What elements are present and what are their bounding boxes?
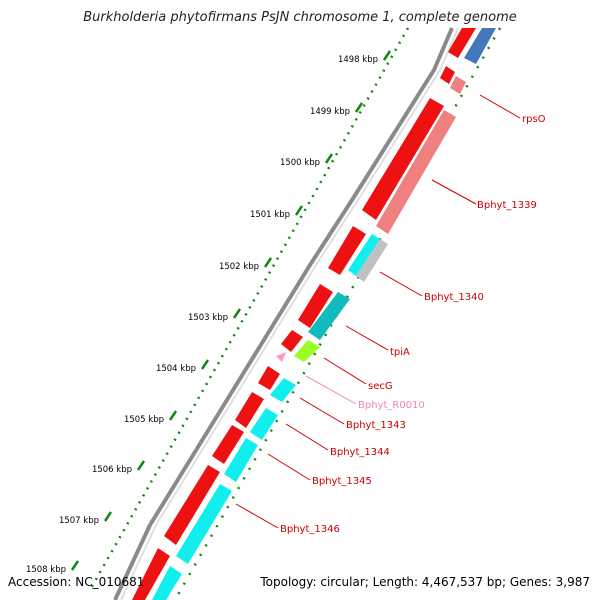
scale-tick-label: 1501 kbp [250, 210, 290, 220]
scale-tick-mark [136, 460, 146, 471]
gene-label[interactable]: Bphyt_1340 [424, 292, 484, 303]
leader-bphyt-1344 [285, 423, 329, 451]
cds-block[interactable] [258, 366, 280, 390]
gene-label[interactable]: Bphyt_1345 [312, 476, 372, 487]
gene-label[interactable]: secG [368, 381, 393, 392]
scale-tick-mark [382, 50, 392, 61]
scale-tick-label: 1502 kbp [219, 262, 259, 272]
cds-block[interactable] [132, 548, 170, 600]
scale-tick-label: 1507 kbp [59, 516, 99, 526]
scale-tick-label: 1506 kbp [92, 465, 132, 475]
gene-label[interactable]: Bphyt_1346 [280, 524, 340, 535]
cds-block[interactable] [448, 28, 476, 58]
accession-text: Accession: NC_010681 [8, 575, 145, 589]
scale-tick-mark [232, 308, 242, 319]
scale-tick-label: 1499 kbp [310, 107, 350, 117]
leader-bphyt-1345 [267, 453, 311, 481]
gene-labels: rpsO Bphyt_1339 Bphyt_1340 tpiA secG Bphyt_R0… [280, 114, 546, 535]
cyan-block[interactable] [348, 234, 380, 276]
cds-block[interactable] [362, 98, 444, 220]
teal-block[interactable] [308, 292, 350, 340]
gene-label[interactable]: Bphyt_1344 [330, 447, 390, 458]
gene-label[interactable]: Bphyt_R0010 [358, 400, 425, 411]
cyan-block[interactable] [176, 484, 232, 564]
reverse-track [152, 28, 496, 600]
scale-tick-label: 1503 kbp [188, 313, 228, 323]
scale-tick-label: 1498 kbp [338, 55, 378, 65]
gene-label[interactable]: rpsO [522, 114, 546, 125]
cds-block[interactable] [298, 284, 333, 328]
map-title: Burkholderia phytofirmans PsJN chromosom… [83, 10, 517, 25]
scale-dotted-outer [88, 27, 410, 591]
cyan-block[interactable] [250, 408, 278, 440]
leader-lines [235, 94, 521, 529]
blue-feature[interactable] [464, 28, 496, 64]
leader-bphyt-1346 [235, 503, 279, 529]
scale-tick-mark [103, 511, 113, 522]
leader-secG [323, 357, 367, 385]
scale-tick-mark [200, 359, 210, 370]
cds-block[interactable] [281, 330, 303, 352]
cds-block[interactable] [164, 465, 220, 545]
scale-tick-mark [294, 205, 304, 216]
gene-label[interactable]: Bphyt_1339 [477, 200, 537, 211]
pink-feature[interactable] [276, 352, 286, 362]
scale-tick-label: 1504 kbp [156, 364, 196, 374]
rrna-block[interactable] [376, 110, 456, 234]
topology-summary: Topology: circular; Length: 4,467,537 bp… [260, 575, 590, 589]
backbone-inner [120, 27, 459, 600]
cds-block[interactable] [440, 66, 455, 84]
scale-tick-mark [70, 560, 80, 571]
scale-tick-mark [324, 153, 334, 164]
leader-bphyt-1340 [379, 271, 423, 297]
scale-tick-label: 1508 kbp [26, 565, 66, 575]
scale-tick-mark [263, 257, 273, 268]
backbone [113, 27, 454, 600]
cyan-block[interactable] [224, 438, 258, 482]
scale-tick-mark [168, 410, 178, 421]
rrna-block[interactable] [450, 76, 466, 94]
cds-block[interactable] [328, 226, 366, 275]
gene-label[interactable]: tpiA [390, 347, 410, 358]
cyan-block[interactable] [152, 566, 182, 600]
leader-tpiA [345, 325, 389, 351]
cds-block[interactable] [235, 392, 264, 428]
gray-block[interactable] [356, 239, 388, 282]
scale-tick-label: 1505 kbp [124, 415, 164, 425]
gene-label[interactable]: Bphyt_1343 [346, 420, 406, 431]
leader-bphyt-1343 [299, 397, 345, 425]
scale-labels: 1498 kbp 1499 kbp 1500 kbp 1501 kbp 1502 kbp… [26, 50, 392, 575]
leader-rpsO [479, 94, 521, 119]
leader-bphyt-1339 [431, 179, 477, 205]
scale-tick-mark [354, 102, 364, 113]
cds-block[interactable] [212, 425, 244, 464]
leader-bphyt-r0010 [305, 375, 357, 405]
scale-tick-label: 1500 kbp [280, 158, 320, 168]
forward-track [132, 28, 476, 600]
green-feature[interactable] [294, 340, 320, 362]
cyan-block[interactable] [270, 378, 296, 402]
